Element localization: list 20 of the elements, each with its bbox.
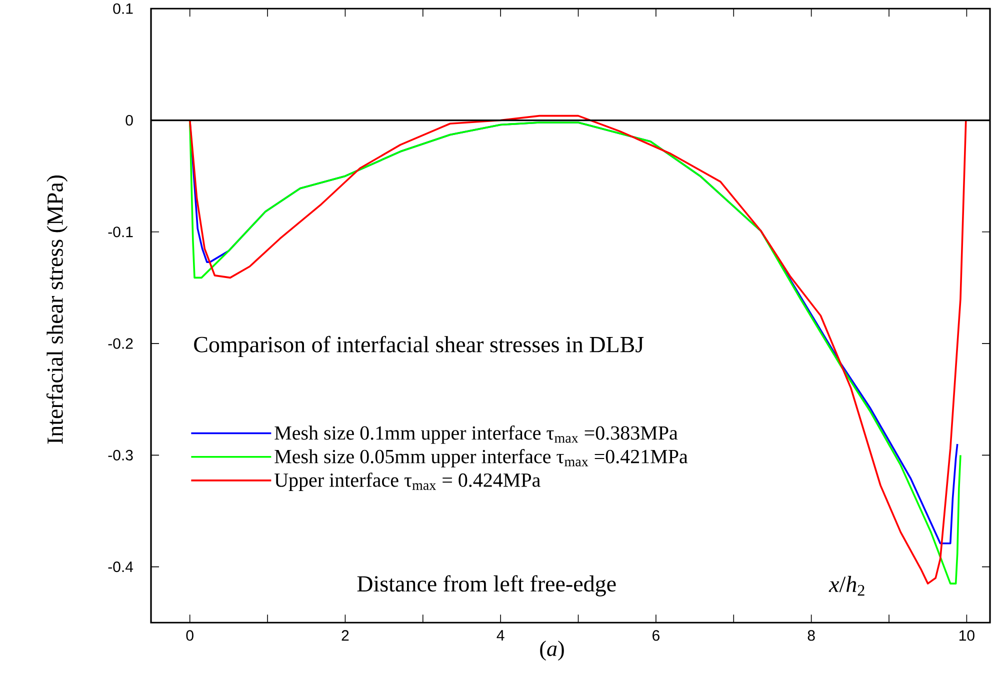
legend-label: Mesh size 0.1mm upper interface τ$_{max}$ =0.383MPa (274, 426, 678, 444)
x-tick-label: 10 (959, 630, 974, 641)
y-tick-label: -0.1 (108, 226, 133, 238)
legend-label: Upper interface τ$_{max}$ = 0.424MPa (274, 472, 540, 492)
x-tick-label: 6 (652, 630, 660, 641)
legend-label: Mesh size 0.05mm upper interface τ$_{max}$ =0.421MPa (274, 449, 688, 468)
x-tick-label: 2 (342, 630, 349, 641)
y-tick-label: 0.1 (113, 4, 133, 14)
x-tick-label: 0 (186, 630, 194, 641)
y-axis-title: Interfacial shear stress (MPa) (46, 176, 68, 444)
y-tick-label: -0.2 (108, 338, 133, 350)
x-axis-title: Distance from left free-edge (357, 575, 616, 597)
y-tick-label: 0 (126, 115, 133, 126)
text: (a) (540, 640, 564, 661)
text: Comparison of interfacial shear stresses in DLBJ (194, 336, 644, 358)
y-tick-label: -0.4 (108, 562, 134, 572)
x-tick-label: 4 (496, 630, 504, 641)
y-tick-label: -0.3 (108, 450, 133, 461)
annotation: x/h$_{2}$ (828, 576, 864, 596)
x-tick-label: 8 (808, 630, 815, 641)
